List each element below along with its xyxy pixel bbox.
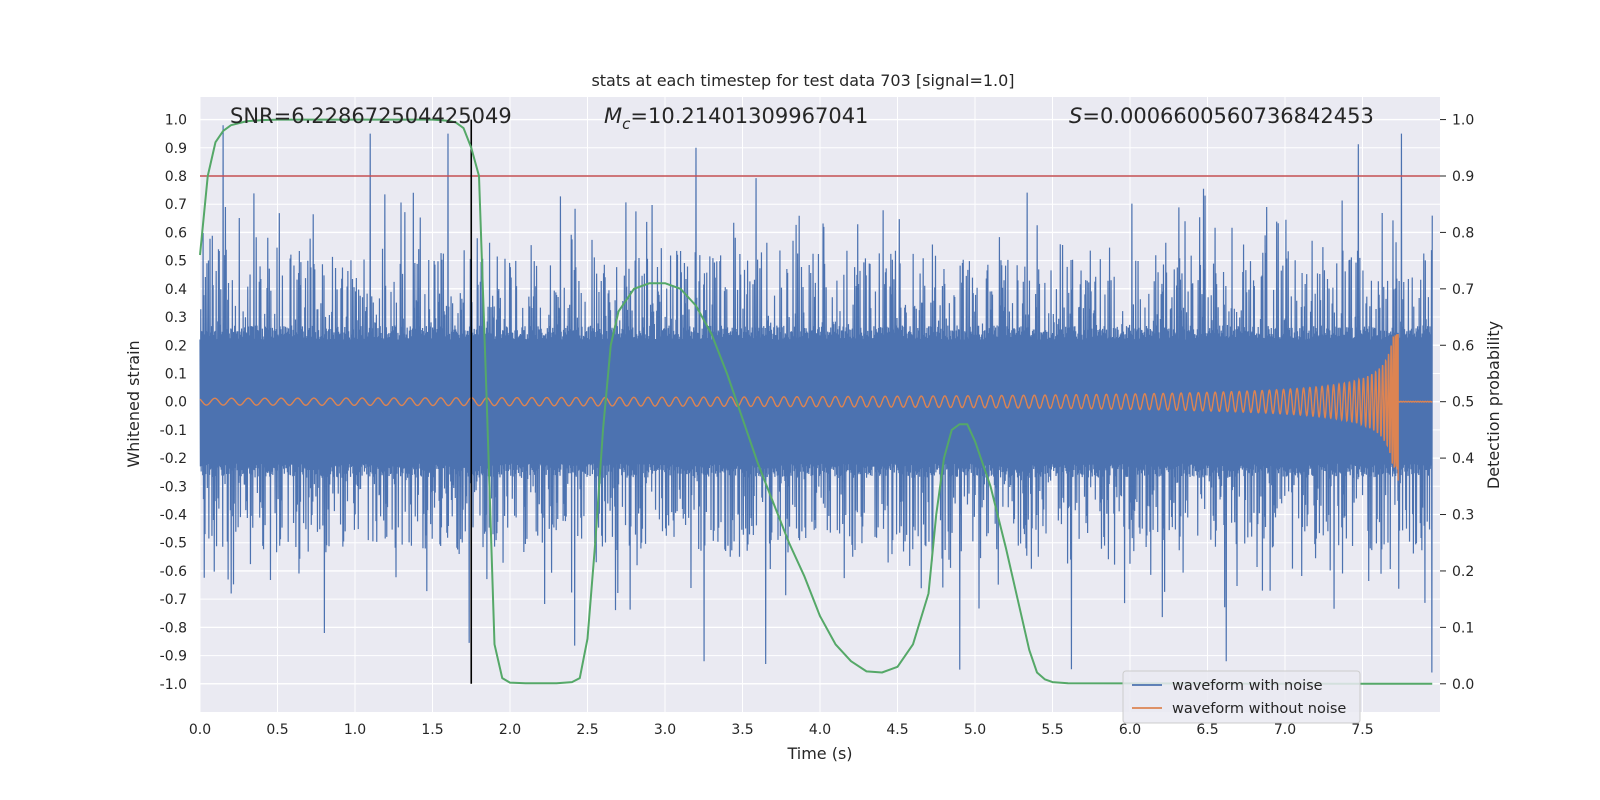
- y-tick-label: -0.4: [160, 508, 187, 524]
- y2-tick-label: 0.4: [1452, 451, 1474, 467]
- y-tick-label: -0.9: [160, 649, 187, 665]
- y2-tick-label: 1.0: [1452, 113, 1474, 129]
- y2-tick-label: 0.6: [1452, 338, 1474, 354]
- y-tick-label: -0.2: [160, 451, 187, 467]
- chirp-mass-symbol: M: [604, 104, 622, 128]
- y-tick-label: -0.1: [160, 423, 187, 439]
- clean-waveform-line: [199, 333, 1433, 481]
- y2-tick-label: 0.9: [1452, 169, 1474, 185]
- probability-line: [199, 118, 1433, 685]
- x-tick-label: 1.0: [344, 722, 366, 738]
- x-tick-label: 6.5: [1196, 722, 1218, 738]
- legend-box: [1122, 670, 1361, 724]
- x-tick-label: 5.5: [1041, 722, 1063, 738]
- y-tick-label: -0.7: [160, 592, 187, 608]
- y-tick-label: 1.0: [165, 113, 187, 129]
- y-tick-label: -0.6: [160, 564, 187, 580]
- x-tick-label: 1.5: [421, 722, 443, 738]
- y-tick-label: -0.8: [160, 620, 187, 636]
- x-tick-label: 5.0: [964, 722, 986, 738]
- x-axis-ticks: 0.0 0.5 1.0 1.5 2.0 2.5 3.0 3.5 4.0 4.5 5.0 5.5 6.0 6…: [189, 722, 1374, 738]
- y2-tick-label: 0.3: [1452, 508, 1474, 524]
- y-tick-label: -0.3: [160, 479, 187, 495]
- x-tick-label: 4.5: [886, 722, 908, 738]
- x-tick-label: 3.5: [731, 722, 753, 738]
- legend: waveform with noise waveform without noi…: [1122, 670, 1361, 724]
- x-tick-label: 0.0: [189, 722, 211, 738]
- y-axis-ticks: -1.0 -0.9 -0.8 -0.7 -0.6 -0.5 -0.4 -0.3 -0.2 -0.1…: [160, 113, 187, 693]
- x-tick-label: 2.0: [499, 722, 521, 738]
- x-tick-label: 4.0: [809, 722, 831, 738]
- y2-axis-ticks: 0.0 0.1 0.2 0.3 0.4 0.5 0.6 0.7 0.8 0.9 1.0: [1440, 113, 1474, 693]
- x-tick-label: 0.5: [266, 722, 288, 738]
- chart-title: stats at each timestep for test data 703…: [591, 71, 1014, 90]
- y2-tick-label: 0.5: [1452, 395, 1474, 411]
- y-tick-label: -1.0: [160, 677, 187, 693]
- s-annotation: S=0.0006600560736842453: [1069, 104, 1374, 128]
- waveform-without-noise-series: [199, 333, 1433, 481]
- y-tick-label: 0.1: [165, 366, 187, 382]
- y2-tick-label: 0.8: [1452, 225, 1474, 241]
- y2-tick-label: 0.7: [1452, 282, 1474, 298]
- y-axis-label: Whitened strain: [124, 340, 143, 467]
- y-tick-label: 0.5: [165, 254, 187, 270]
- y-tick-label: 0.3: [165, 310, 187, 326]
- chirp-mass-annotation: Mc=10.21401309967041: [604, 104, 868, 133]
- x-tick-label: 2.5: [576, 722, 598, 738]
- x-axis-label: Time (s): [786, 744, 852, 763]
- y2-axis-label: Detection probability: [1484, 321, 1503, 489]
- y-tick-label: 0.9: [165, 141, 187, 157]
- y-tick-label: 0.7: [165, 197, 187, 213]
- s-value: =0.0006600560736842453: [1082, 104, 1374, 128]
- legend-label-clean: waveform without noise: [1172, 701, 1346, 717]
- legend-label-noise: waveform with noise: [1172, 678, 1323, 694]
- y-tick-label: -0.5: [160, 536, 187, 552]
- x-tick-label: 6.0: [1119, 722, 1141, 738]
- y-tick-label: 0.8: [165, 169, 187, 185]
- noise-waveform-line: [199, 125, 1433, 673]
- chirp-mass-value: =10.21401309967041: [630, 104, 868, 128]
- y-tick-label: 0.4: [165, 282, 187, 298]
- x-tick-label: 7.0: [1274, 722, 1296, 738]
- snr-annotation: SNR=6.228672504425049: [230, 104, 512, 128]
- s-symbol: S: [1069, 104, 1082, 128]
- detection-probability-series: [199, 118, 1433, 685]
- x-tick-label: 7.5: [1351, 722, 1373, 738]
- x-tick-label: 3.0: [654, 722, 676, 738]
- chirp-mass-subscript: c: [622, 115, 631, 133]
- y2-tick-label: 0.0: [1452, 677, 1474, 693]
- y2-tick-label: 0.1: [1452, 620, 1474, 636]
- y2-tick-label: 0.2: [1452, 564, 1474, 580]
- waveform-with-noise-series: [199, 125, 1433, 673]
- y-tick-label: 0.6: [165, 225, 187, 241]
- y-tick-label: 0.0: [165, 395, 187, 411]
- y-tick-label: 0.2: [165, 338, 187, 354]
